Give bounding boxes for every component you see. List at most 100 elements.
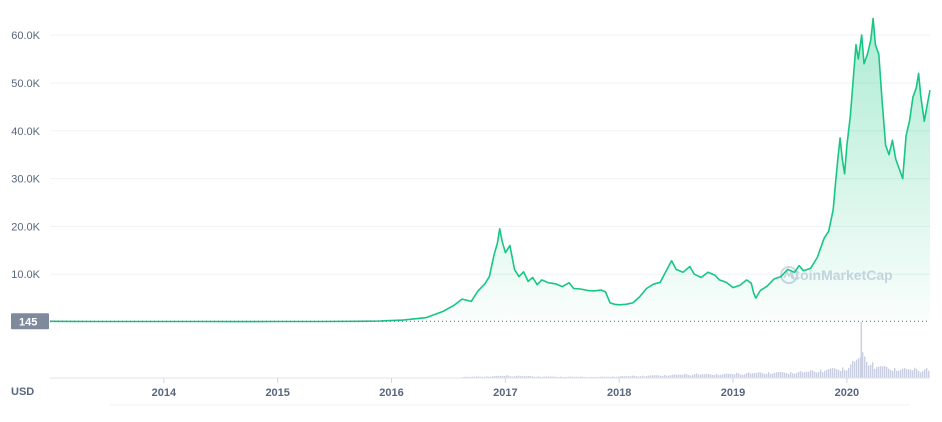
grid (50, 34, 930, 275)
volume-bar (574, 376, 576, 378)
volume-bar (716, 373, 718, 378)
volume-bar (794, 373, 796, 378)
volume-bar (600, 376, 602, 378)
volume-bar (486, 376, 488, 378)
volume-bar (680, 374, 682, 378)
volume-bar (912, 370, 914, 378)
volume-bar (722, 374, 724, 378)
volume-bar (850, 364, 852, 378)
volume-bar (896, 370, 898, 378)
volume-bar (646, 375, 648, 378)
volume-bar (812, 370, 814, 378)
volume-bar (606, 376, 608, 378)
volume-bar (746, 373, 748, 378)
volume-bar (478, 376, 480, 378)
volume-bar (520, 376, 522, 378)
volume-bar (830, 368, 832, 378)
volume-bar (506, 375, 508, 378)
volume-bar (808, 371, 810, 378)
volume-bar (498, 375, 500, 378)
volume-bar (724, 373, 726, 378)
volume-bar (928, 370, 930, 378)
x-tick-label: 2018 (607, 387, 631, 399)
volume-bar (656, 375, 658, 378)
volume-bar (582, 376, 584, 378)
volume-bar (624, 376, 626, 378)
volume-bar (634, 375, 636, 378)
y-tick-label: 10.0K (11, 269, 40, 281)
volume-bar (738, 373, 740, 378)
volume-bar (660, 375, 662, 378)
volume-bar (790, 371, 792, 378)
volume-bar (826, 369, 828, 378)
volume-bar (754, 373, 756, 378)
y-tick-label: 20.0K (11, 221, 40, 233)
volume-bar (618, 376, 620, 378)
volume-bar (702, 374, 704, 378)
volume-bar (802, 372, 804, 378)
volume-bar (544, 376, 546, 378)
volume-bar (774, 372, 776, 378)
volume-bar (874, 368, 876, 378)
volume-bar (814, 371, 816, 378)
volume-bar (464, 376, 466, 378)
volume-bar (858, 358, 860, 378)
x-tick-label: 2016 (379, 387, 403, 399)
volume-bar (728, 373, 730, 378)
volume-bar (620, 376, 622, 378)
price-area-fill (50, 18, 930, 323)
volume-bar (670, 375, 672, 378)
volume-bar (566, 376, 568, 378)
volume-bar (856, 359, 858, 378)
volume-bar (480, 376, 482, 378)
volume-bar (900, 369, 902, 378)
price-area (50, 18, 930, 323)
volume-bar (470, 376, 472, 378)
volume-bar (658, 375, 660, 378)
volume-bar (862, 352, 864, 378)
volume-bar (578, 376, 580, 378)
volume-bar (828, 368, 830, 378)
volume-bar (920, 372, 922, 378)
volume-bar (742, 374, 744, 378)
volume-bar (852, 360, 854, 378)
volume-bar (782, 372, 784, 378)
volume-bar (538, 376, 540, 378)
volume-bar (820, 369, 822, 378)
volume-bar (488, 376, 490, 378)
volume-bar (686, 374, 688, 378)
volume-bar (870, 364, 872, 378)
volume-bar (736, 372, 738, 378)
volume-bar (758, 372, 760, 378)
volume-bar (718, 375, 720, 378)
volume-bar (762, 373, 764, 378)
volume-bar (750, 373, 752, 378)
volume-bar (590, 376, 592, 378)
volume-bar (484, 376, 486, 378)
volume-bar (784, 372, 786, 378)
volume-bar (690, 375, 692, 378)
volume-bar (612, 376, 614, 378)
volume-bar (906, 369, 908, 378)
volume-bar (816, 372, 818, 378)
volume-bar (626, 376, 628, 378)
volume-bar (780, 372, 782, 378)
volume-bar (688, 374, 690, 378)
volume-bar (528, 375, 530, 378)
price-line (49, 17, 931, 323)
volume-bar (530, 376, 532, 378)
volume-bar (766, 373, 768, 378)
volume-bar (854, 361, 856, 378)
volume-bar (876, 367, 878, 378)
volume-bar (622, 375, 624, 378)
volume-bar (698, 374, 700, 378)
volume-bar (888, 368, 890, 378)
volume-bar (616, 376, 618, 378)
volume-bar (654, 375, 656, 378)
volume-bar (866, 361, 868, 378)
volume-bar (662, 375, 664, 378)
volume-bar (922, 371, 924, 378)
volume-bar (496, 375, 498, 378)
